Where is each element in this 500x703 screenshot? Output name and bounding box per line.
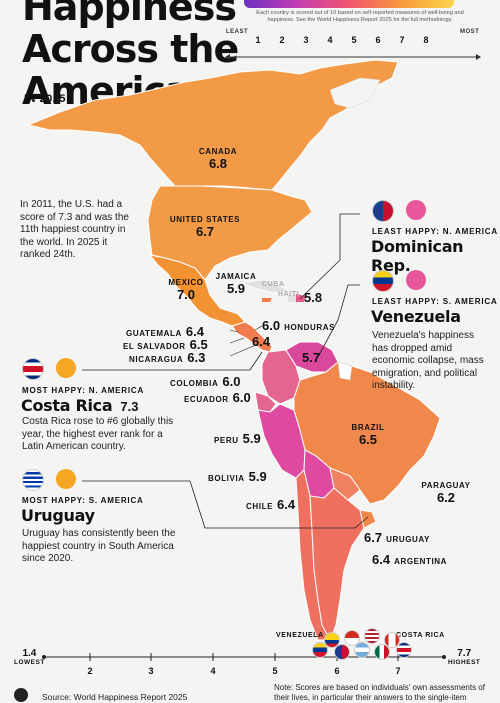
flag-costa-rica-icon [22, 358, 44, 380]
map-colombia [261, 349, 301, 405]
flag-dominican-icon [372, 200, 394, 222]
most-na-text: Costa Rica rose to #6 globally this year… [22, 416, 174, 452]
scale-axis [225, 54, 481, 60]
leader-el-salvador [229, 337, 245, 344]
label-argentina: 6.4 ARGENTINA [372, 552, 448, 567]
scale-bar [244, 0, 454, 8]
year-label: IN 2025 [24, 93, 67, 105]
most-sa-tag: MOST HAPPY: S. AMERICA [22, 496, 144, 505]
label-peru: PERU 5.9 [214, 431, 261, 446]
sad-face-icon [406, 270, 426, 290]
map-usa [147, 185, 313, 281]
axis-costa-rica-label: COSTA RICA [396, 632, 445, 639]
label-chile: CHILE 6.4 [246, 497, 296, 512]
label-brazil: BRAZIL 6.5 [351, 423, 385, 447]
leader-guatemala [229, 329, 239, 333]
label-paraguay: PARAGUAY 6.2 [421, 481, 471, 505]
scale-least-label: LEAST [226, 29, 249, 35]
label-cuba: CUBA [262, 281, 285, 288]
least-na-tag: LEAST HAPPY: N. AMERICA [372, 227, 498, 236]
label-jamaica: JAMAICA 5.9 [215, 272, 257, 296]
label-bolivia: BOLIVIA 5.9 [208, 469, 267, 484]
most-sa-text: Uruguay has consistently been the happie… [22, 528, 176, 564]
label-panama-score: 6.4 [252, 334, 271, 349]
leader-venezuela [317, 284, 360, 358]
label-ecuador: ECUADOR 6.0 [184, 390, 251, 405]
axis-min: 1.4 LOWEST [14, 648, 45, 666]
least-sa-tag: LEAST HAPPY: S. AMERICA [372, 297, 498, 306]
scale-ticks: 1 2 3 4 5 6 7 8 [255, 35, 429, 45]
axis-tick-7: 7 [395, 666, 401, 676]
map-canada [26, 59, 399, 191]
most-na-heading: Costa Rica 7.3 [21, 396, 139, 415]
label-nicaragua: NICARAGUA 6.3 [129, 350, 206, 365]
most-sa-country: Uruguay [21, 506, 95, 525]
leader-honduras [254, 325, 263, 331]
map-argentina [309, 487, 365, 642]
leader-nicaragua [229, 343, 259, 357]
axis-tick-6: 6 [334, 666, 340, 676]
map-haiti [288, 294, 296, 302]
most-na-tag: MOST HAPPY: N. AMERICA [22, 386, 145, 395]
axis-tick-4: 4 [210, 666, 216, 676]
flag-cluster [312, 626, 432, 666]
label-honduras: 6.0 HONDURAS [262, 318, 336, 333]
label-usa: UNITED STATES 6.7 [169, 215, 241, 239]
label-canada: CANADA 6.8 [198, 147, 238, 171]
least-na-country: Dominican Rep. [371, 237, 464, 275]
map-cuba [240, 279, 292, 293]
least-sa-text: Venezuela's happiness has dropped amid e… [372, 330, 484, 391]
label-el-salvador: EL SALVADOR 6.5 [123, 337, 208, 352]
axis-venezuela-label: VENEZUELA [276, 632, 324, 639]
flag-icon [344, 630, 360, 646]
axis-tick-3: 3 [148, 666, 154, 676]
leader-dominican [299, 213, 360, 300]
logo-icon [14, 688, 28, 702]
flag-venezuela-icon [372, 270, 394, 292]
methodology-note: Each country is scored out of 10 based o… [256, 10, 464, 23]
flag-icon [384, 632, 400, 648]
map-paraguay [329, 467, 361, 501]
map-guianas [337, 361, 353, 381]
label-venezuela-score: 5.7 [302, 350, 321, 365]
source-text: Source: World Happiness Report 2025 [42, 692, 188, 702]
happy-face-icon [56, 358, 76, 378]
sad-face-icon [406, 200, 426, 220]
label-mexico: MEXICO 7.0 [168, 278, 204, 302]
map-central-america [231, 321, 273, 353]
axis-max: 7.7 HIGHEST [448, 648, 481, 666]
map-jamaica [262, 298, 272, 302]
flag-icon [374, 644, 390, 660]
footnote: Note: Scores are based on individuals' o… [274, 683, 485, 702]
axis-tick-2: 2 [87, 666, 93, 676]
scale-most-label: MOST [460, 29, 480, 35]
least-sa-country: Venezuela [371, 307, 461, 326]
flag-icon [334, 644, 350, 660]
map-greenland [329, 77, 381, 109]
label-guatemala: GUATEMALA 6.4 [126, 324, 204, 339]
label-colombia: COLOMBIA 6.0 [170, 374, 241, 389]
leader-costa-rica [82, 351, 263, 371]
flag-icon [354, 642, 370, 658]
label-haiti: HAITI [278, 291, 300, 298]
axis-tick-5: 5 [272, 666, 278, 676]
label-dominican-score: 5.8 [304, 290, 323, 305]
label-uruguay: 6.7 URUGUAY [364, 530, 430, 545]
us-note: In 2011, the U.S. had a score of 7.3 and… [20, 199, 129, 260]
flag-icon [396, 642, 412, 658]
flag-icon [312, 642, 328, 658]
flag-uruguay-icon [22, 469, 44, 491]
happy-face-icon [56, 469, 76, 489]
flag-icon [324, 632, 340, 648]
map-brazil [293, 361, 441, 505]
leader-uruguay [82, 480, 369, 529]
flag-icon [364, 628, 380, 644]
map-ecuador [254, 391, 277, 413]
